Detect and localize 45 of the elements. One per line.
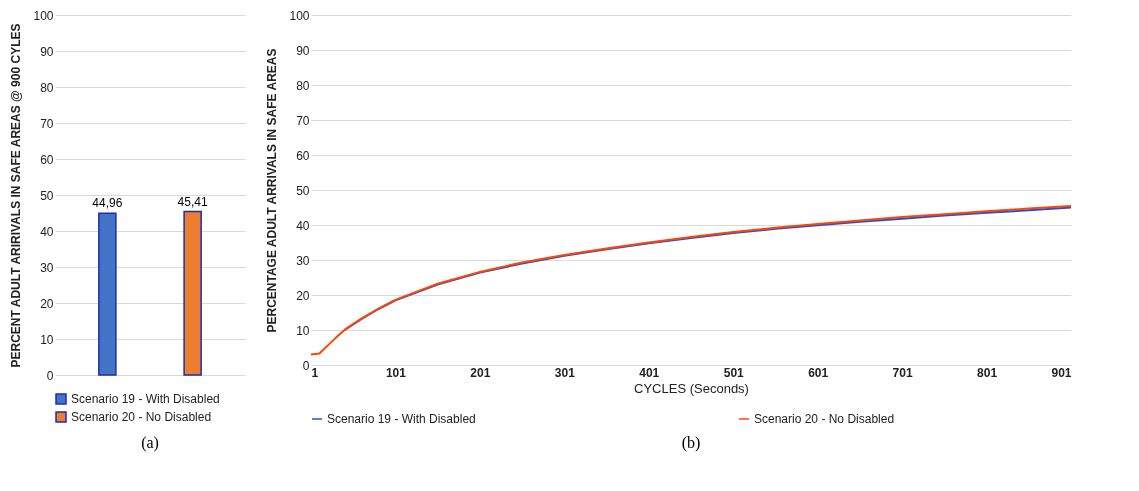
line-series xyxy=(343,206,1072,331)
line-series xyxy=(310,205,1072,356)
y-axis-title: PERCENT ADULT ARIRIVALS IN SAFE AREAS @ 900 CYLES xyxy=(9,23,24,368)
y-tick-label: 0 xyxy=(46,368,54,383)
legend-label: Scenario 20 - No Disabled xyxy=(71,410,212,424)
y-tick-label: 80 xyxy=(296,78,310,93)
y-tick-label: 40 xyxy=(40,224,54,239)
y-tick-label: 50 xyxy=(40,188,54,203)
x-tick-label: 401 xyxy=(639,365,660,380)
x-tick-label: 901 xyxy=(1051,365,1072,380)
x-tick-label: 601 xyxy=(808,365,829,380)
text: (a) xyxy=(141,434,159,452)
y-tick-label: 90 xyxy=(296,43,310,58)
x-tick-label: 201 xyxy=(470,365,491,380)
text: (b) xyxy=(681,434,701,452)
y-tick-label: 0 xyxy=(302,358,310,373)
y-tick-label: 40 xyxy=(296,218,310,233)
y-tick-label: 10 xyxy=(296,323,310,338)
y-axis-title: PERCENTAGE ADULT ARRIVALS IN SAFE AREAS xyxy=(265,48,280,333)
data-label: 45,41 xyxy=(177,194,208,209)
x-tick-label: 301 xyxy=(554,365,576,380)
y-tick-label: 30 xyxy=(296,253,310,268)
x-tick-label: 101 xyxy=(385,365,407,380)
legend-label: Scenario 20 - No Disabled xyxy=(754,412,895,426)
data-label: 44,96 xyxy=(92,196,123,211)
x-tick-label: 701 xyxy=(892,365,913,380)
y-tick-label: 90 xyxy=(40,44,54,59)
y-tick-label: 20 xyxy=(40,296,54,311)
legend-label: Scenario 19 - With Disabled xyxy=(71,392,220,406)
y-tick-label: 50 xyxy=(296,183,310,198)
x-axis-title: CYCLES (Seconds) xyxy=(634,380,749,396)
legend-label: Scenario 19 - With Disabled xyxy=(327,412,476,426)
y-tick-label: 30 xyxy=(40,260,54,275)
y-tick-label: 80 xyxy=(40,80,54,95)
y-tick-label: 70 xyxy=(40,116,54,131)
x-tick-label: 801 xyxy=(977,365,998,380)
y-tick-label: 20 xyxy=(296,288,310,303)
y-tick-label: 100 xyxy=(289,8,310,23)
y-tick-label: 60 xyxy=(40,152,54,167)
y-tick-label: 70 xyxy=(296,113,310,128)
y-tick-label: 10 xyxy=(40,332,54,347)
x-tick-label: 501 xyxy=(723,365,745,380)
y-tick-label: 100 xyxy=(33,8,54,23)
y-tick-label: 60 xyxy=(296,148,310,163)
x-tick-label: 1 xyxy=(311,365,319,380)
